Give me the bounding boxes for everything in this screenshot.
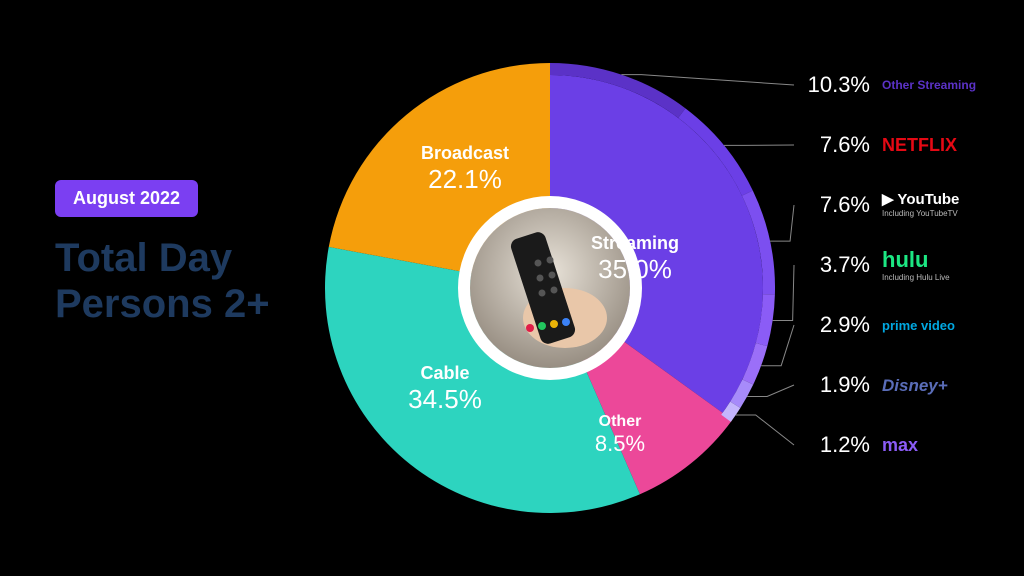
chart-headline: Total Day Persons 2+ [55,235,315,327]
legend-logo: Disney+ [882,377,948,394]
legend-pct: 3.7% [800,252,870,278]
legend-sublabel: Including YouTubeTV [882,209,959,218]
legend-row: 7.6% NETFLIX [800,126,1010,164]
legend-logo: ▶ YouTubeIncluding YouTubeTV [882,192,959,218]
legend-pct: 1.9% [800,372,870,398]
legend-logo: prime video [882,319,955,332]
legend-row: 1.9% Disney+ [800,366,1010,404]
headline-line2: Persons 2+ [55,282,270,326]
legend-logo: NETFLIX [882,136,957,154]
legend-row: 10.3% Other Streaming [800,66,1010,104]
legend-logo: huluIncluding Hulu Live [882,249,950,282]
legend-row: 1.2% max [800,426,1010,464]
remote-icon [470,208,630,368]
legend-pct: 1.2% [800,432,870,458]
legend-row: 3.7% huluIncluding Hulu Live [800,246,1010,284]
legend-row: 2.9% prime video [800,306,1010,344]
date-badge: August 2022 [55,180,198,217]
legend-logo: max [882,436,918,454]
title-block: August 2022 Total Day Persons 2+ [55,180,315,327]
legend-pct: 7.6% [800,192,870,218]
legend-pct: 7.6% [800,132,870,158]
pie-center-image [470,208,630,368]
chart-canvas: August 2022 Total Day Persons 2+ [0,0,1024,576]
pie-chart: Streaming35.0%Other8.5%Cable34.5%Broadca… [325,63,775,513]
streaming-legend: 10.3% Other Streaming 7.6% NETFLIX 7.6% ▶ You… [800,66,1010,464]
legend-row: 7.6% ▶ YouTubeIncluding YouTubeTV [800,186,1010,224]
legend-pct: 2.9% [800,312,870,338]
legend-pct: 10.3% [800,72,870,98]
legend-logo: Other Streaming [882,79,976,91]
headline-line1: Total Day [55,236,232,280]
leader-line [773,265,794,321]
legend-sublabel: Including Hulu Live [882,273,950,282]
